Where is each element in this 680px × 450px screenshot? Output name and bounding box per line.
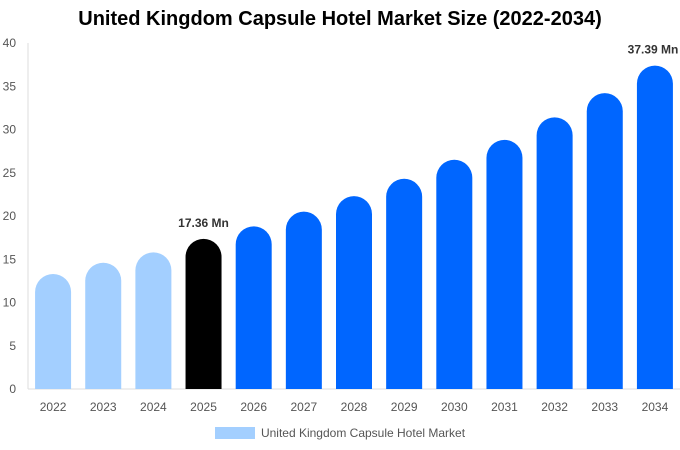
x-tick-label: 2031 — [491, 400, 518, 414]
x-tick-label: 2024 — [140, 400, 167, 414]
bar-2034 — [636, 65, 673, 389]
y-tick-label: 35 — [3, 79, 17, 93]
x-tick-label: 2026 — [240, 400, 267, 414]
x-tick-label: 2033 — [591, 400, 618, 414]
x-tick-label: 2023 — [90, 400, 117, 414]
data-label: 17.36 Mn — [178, 216, 229, 230]
y-tick-label: 30 — [3, 123, 17, 137]
x-tick-label: 2029 — [391, 400, 418, 414]
legend-swatch — [214, 427, 255, 439]
bar-2027 — [285, 211, 322, 389]
bar-2033 — [586, 93, 623, 390]
y-tick-label: 20 — [3, 209, 17, 223]
x-tick-label: 2030 — [441, 400, 468, 414]
bar-2023 — [85, 262, 122, 389]
x-tick-label: 2028 — [341, 400, 368, 414]
bar-2031 — [486, 139, 523, 389]
y-tick-label: 15 — [3, 252, 17, 266]
bar-2026 — [235, 226, 272, 389]
bar-2032 — [536, 117, 573, 389]
bar-2030 — [436, 159, 473, 389]
bar-2029 — [386, 178, 423, 389]
y-tick-label: 40 — [3, 36, 17, 50]
legend-label: United Kingdom Capsule Hotel Market — [260, 426, 466, 440]
x-tick-label: 2022 — [40, 400, 67, 414]
y-tick-label: 25 — [3, 166, 17, 180]
bar-2025 — [185, 238, 222, 389]
y-tick-label: 10 — [3, 296, 17, 310]
bar-2022 — [35, 273, 72, 389]
data-label: 37.39 Mn — [628, 43, 679, 57]
y-tick-label: 0 — [9, 382, 16, 396]
bar-2024 — [135, 252, 172, 389]
legend[interactable]: United Kingdom Capsule Hotel Market — [0, 426, 680, 440]
bar-2028 — [336, 196, 372, 389]
x-tick-label: 2025 — [190, 400, 217, 414]
x-tick-label: 2027 — [290, 400, 317, 414]
x-tick-label: 2032 — [541, 400, 568, 414]
y-tick-label: 5 — [9, 339, 16, 353]
chart-title: United Kingdom Capsule Hotel Market Size… — [78, 8, 602, 30]
x-tick-label: 2034 — [642, 400, 669, 414]
